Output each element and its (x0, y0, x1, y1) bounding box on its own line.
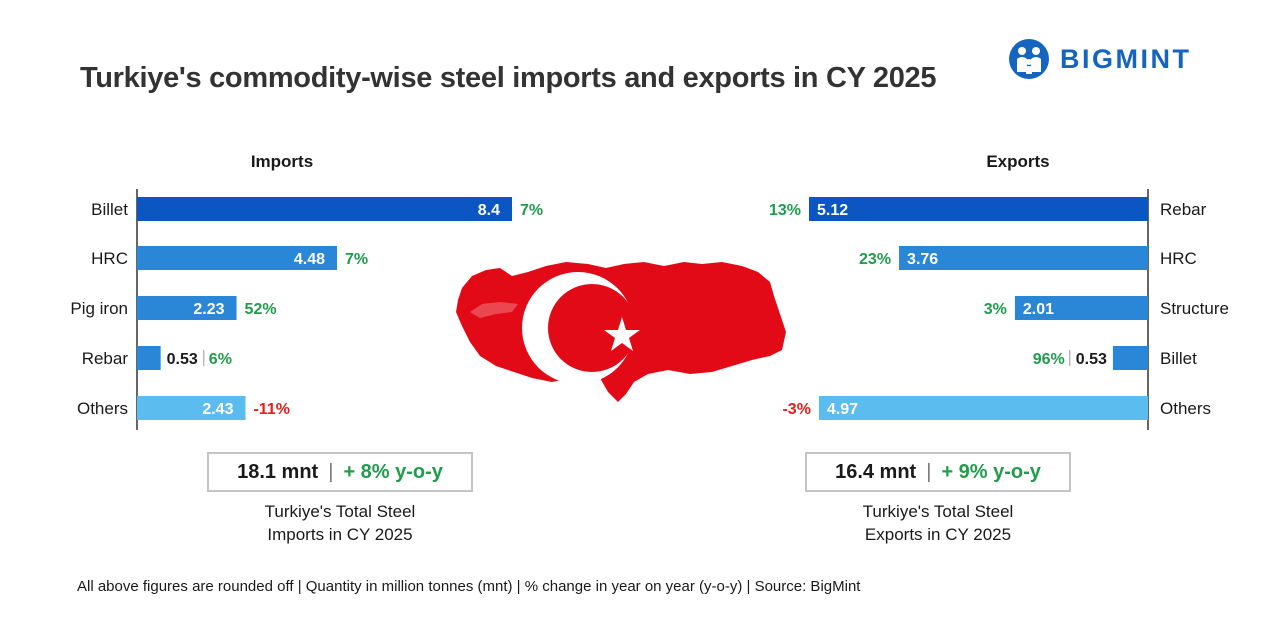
imports-change-label: 52% (245, 301, 277, 318)
exports-category-label: Billet (1160, 349, 1197, 368)
imports-category-label: Pig iron (70, 299, 128, 318)
exports-value-label: 2.01 (1023, 301, 1054, 318)
imports-change-label: 6% (209, 351, 232, 368)
imports-change-label: 7% (520, 202, 543, 219)
exports-total-separator: | (926, 460, 932, 483)
imports-chart: Imports Billet 8.4 7% HRC 4.48 7% Pig iron 2.23 5… (70, 152, 543, 430)
imports-total-separator: | (328, 460, 334, 483)
exports-bar-structure (1014, 296, 1148, 320)
exports-category-label: Others (1160, 399, 1211, 418)
turkey-flag-map (456, 262, 786, 402)
imports-value-label: 4.48 (294, 251, 325, 268)
exports-bar-hrc (899, 246, 1148, 270)
imports-bar-pig-iron (137, 296, 237, 320)
exports-change-label: 23% (859, 251, 891, 268)
exports-total-box: 16.4 mnt | + 9% y-o-y (805, 452, 1071, 492)
exports-category-label: Structure (1160, 299, 1229, 318)
exports-change-label: 3% (984, 301, 1007, 318)
exports-caption-line2: Exports in CY 2025 (864, 525, 1012, 544)
exports-chart: Exports Rebar 5.12 13% HRC 3.76 23% Structure 2.… (769, 152, 1229, 430)
imports-total-caption: Turkiye's Total Steel Imports in CY 2025 (207, 500, 473, 546)
imports-value-label: 8.4 (478, 202, 500, 219)
imports-category-label: HRC (91, 249, 128, 268)
imports-caption-line1: Turkiye's Total Steel (264, 502, 416, 521)
footnote: All above figures are rounded off | Quan… (77, 578, 861, 595)
imports-category-label: Rebar (82, 349, 129, 368)
exports-change-label: 96% (1033, 351, 1065, 368)
exports-bar-others (818, 396, 1148, 420)
imports-value-label: 2.23 (193, 301, 224, 318)
imports-change-label: 7% (345, 251, 368, 268)
imports-total-box: 18.1 mnt | + 8% y-o-y (207, 452, 473, 492)
exports-total-value: 16.4 mnt (835, 460, 917, 483)
exports-chart-title: Exports (986, 152, 1049, 171)
exports-value-label: 0.53 (1076, 351, 1107, 368)
imports-value-label: 0.53 (167, 351, 198, 368)
imports-bar-others (137, 396, 246, 420)
exports-value-label: 4.97 (827, 401, 858, 418)
imports-category-label: Others (77, 399, 128, 418)
exports-caption-line1: Turkiye's Total Steel (862, 502, 1014, 521)
exports-value-label: 5.12 (817, 202, 848, 219)
exports-bar-billet (1112, 346, 1148, 370)
bigmint-logo-text: BIGMINT (1060, 43, 1192, 74)
exports-category-label: Rebar (1160, 200, 1207, 219)
exports-change-label: 13% (769, 202, 801, 219)
imports-change-label: -11% (253, 401, 289, 418)
imports-total-change: + 8% y-o-y (343, 460, 443, 483)
exports-total-caption: Turkiye's Total Steel Exports in CY 2025 (805, 500, 1071, 546)
imports-caption-line2: Imports in CY 2025 (267, 525, 413, 544)
exports-value-label: 3.76 (907, 251, 938, 268)
bigmint-logo-icon (1009, 39, 1049, 79)
imports-total-value: 18.1 mnt (237, 460, 319, 483)
exports-total-change: + 9% y-o-y (941, 460, 1041, 483)
exports-bar-rebar (809, 197, 1148, 221)
chart-title: Turkiye's commodity-wise steel imports a… (80, 62, 937, 94)
imports-bar-hrc (137, 246, 337, 270)
exports-category-label: HRC (1160, 249, 1197, 268)
imports-value-label: 2.43 (202, 401, 233, 418)
imports-bar-billet (137, 197, 512, 221)
imports-category-label: Billet (91, 200, 128, 219)
imports-bar-rebar (137, 346, 161, 370)
exports-change-label: -3% (782, 401, 810, 418)
bigmint-logo: BIGMINT (1008, 38, 1192, 80)
imports-chart-title: Imports (251, 152, 313, 171)
